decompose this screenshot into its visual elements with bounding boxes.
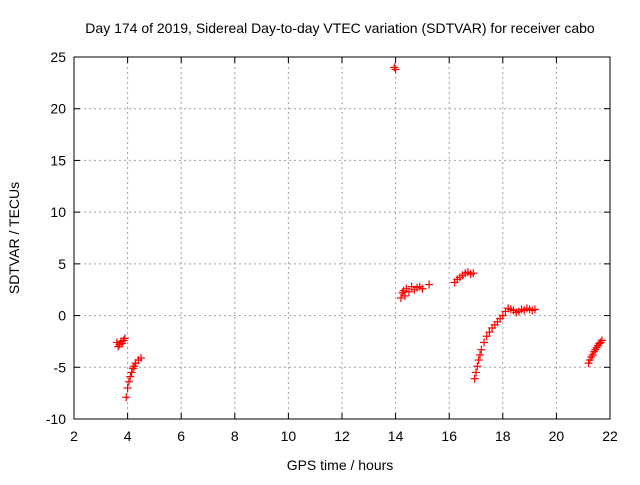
y-tick-label: 20 <box>50 101 66 117</box>
data-point <box>498 311 507 320</box>
data-point <box>137 353 145 362</box>
x-tick-label: 12 <box>334 428 350 444</box>
x-tick-label: 4 <box>124 428 132 444</box>
x-tick-label: 2 <box>70 428 78 444</box>
data-point <box>120 334 129 343</box>
data-point <box>425 280 434 289</box>
data-point <box>124 377 133 386</box>
data-point <box>418 284 427 293</box>
data-point <box>530 305 539 314</box>
data-point <box>400 291 409 300</box>
grid <box>74 57 610 419</box>
chart-title: Day 174 of 2019, Sidereal Day-to-day VTE… <box>85 20 595 36</box>
x-tick-label: 22 <box>602 428 618 444</box>
y-tick-label: -5 <box>54 359 67 375</box>
x-axis-label: GPS time / hours <box>287 457 394 473</box>
y-axis-label: SDTVAR / TECUs <box>6 182 22 294</box>
data-point <box>482 332 491 341</box>
data-point <box>470 374 479 383</box>
x-tick-label: 18 <box>495 428 511 444</box>
data-point <box>477 345 486 354</box>
data-point <box>469 269 478 278</box>
data-point <box>391 65 400 74</box>
data-point <box>123 383 132 392</box>
x-tick-label: 10 <box>281 428 297 444</box>
axis-ticks: 2 4 6 8 10 12 14 16 18 20 22 -10 -5 0 5 10 15 20 25 <box>46 49 618 444</box>
data-point <box>480 338 489 347</box>
y-tick-label: 15 <box>50 152 66 168</box>
x-tick-label: 16 <box>441 428 457 444</box>
x-tick-label: 14 <box>388 428 404 444</box>
data-points <box>112 63 606 402</box>
y-tick-label: 25 <box>50 49 66 65</box>
x-tick-label: 6 <box>177 428 185 444</box>
y-tick-label: 5 <box>58 256 66 272</box>
x-tick-label: 20 <box>549 428 565 444</box>
data-point <box>127 368 136 377</box>
data-point <box>485 328 494 337</box>
data-point <box>476 350 485 359</box>
y-tick-label: -10 <box>46 411 66 427</box>
y-tick-label: 10 <box>50 204 66 220</box>
data-point <box>597 336 606 345</box>
data-point <box>473 362 482 371</box>
data-point <box>474 356 483 365</box>
y-tick-label: 0 <box>58 308 66 324</box>
data-point <box>390 63 399 72</box>
data-point <box>405 287 413 296</box>
data-point <box>396 293 405 302</box>
data-point <box>126 372 135 381</box>
data-point <box>122 393 131 402</box>
data-point <box>472 368 480 377</box>
x-tick-label: 8 <box>231 428 239 444</box>
